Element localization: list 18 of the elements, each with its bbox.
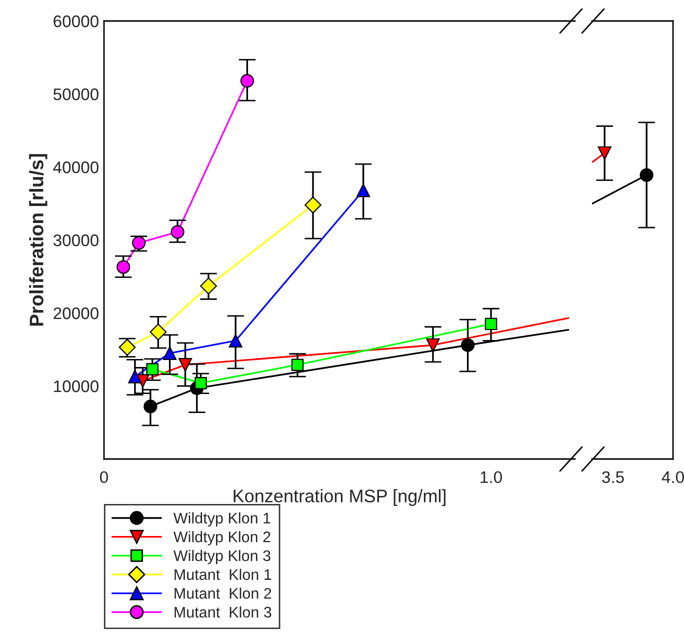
legend-label: Wildtyp Klon 3: [173, 550, 270, 564]
y-tick-label: 50000: [53, 88, 98, 100]
legend-label: Wildtyp Klon 1: [173, 512, 270, 527]
legend-label: Wildtyp Klon 2: [173, 531, 270, 546]
x-tick-label: 1.0: [480, 471, 502, 484]
y-tick-label: 10000: [54, 380, 98, 392]
legend-label: Mutant Klon 3: [174, 606, 272, 618]
y-axis-title: Proliferation [rlu/s]: [29, 154, 48, 326]
x-tick-label: 3.5: [602, 471, 624, 484]
y-tick-label: 60000: [54, 15, 98, 28]
legend-label: Mutant Klon 2: [174, 588, 272, 599]
y-tick-label: 30000: [53, 234, 98, 246]
x-tick-label: 4.0: [662, 471, 684, 484]
y-tick-label: 40000: [53, 161, 98, 174]
x-axis-title: Konzentration MSP [ng/ml]: [234, 489, 446, 506]
x-tick-label: 0: [100, 471, 108, 484]
legend-label: Mutant Klon 1: [174, 568, 272, 580]
y-tick-label: 20000: [54, 307, 98, 320]
